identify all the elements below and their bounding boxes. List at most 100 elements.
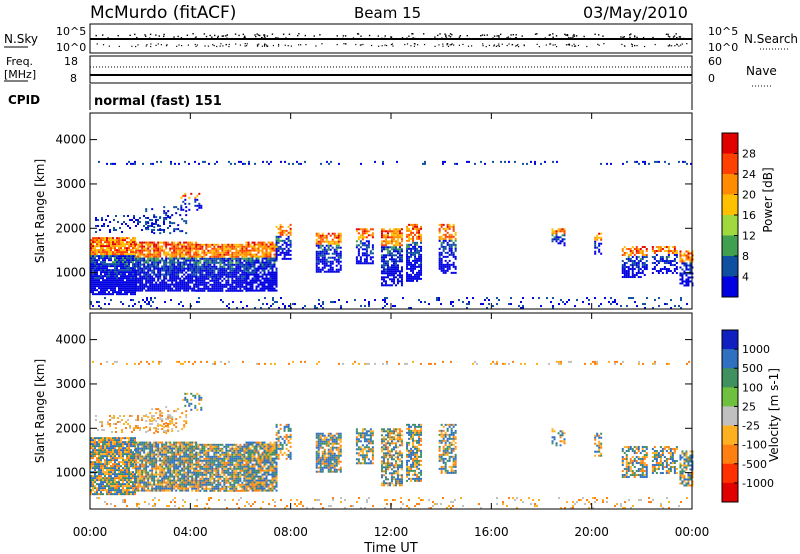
nsky-point xyxy=(445,37,448,39)
echo-cell xyxy=(685,250,688,253)
echo-cell xyxy=(118,247,120,250)
echo-cell xyxy=(195,247,198,250)
echo-cell xyxy=(132,481,134,484)
echo-cell xyxy=(251,269,254,272)
echo-cell xyxy=(388,258,391,261)
echo-cell xyxy=(215,275,218,278)
echo-cell xyxy=(139,249,142,252)
echo-cell xyxy=(440,267,443,270)
echo-cell xyxy=(128,489,130,492)
echo-cell xyxy=(130,441,132,444)
echo-cell xyxy=(165,273,168,276)
echo-cell xyxy=(667,252,670,255)
echo-cell xyxy=(132,443,134,446)
nsky-point xyxy=(422,33,425,35)
echo-cell xyxy=(229,255,232,258)
nsky-point xyxy=(667,33,669,36)
nsky-point xyxy=(180,37,183,39)
echo-cell xyxy=(116,285,118,288)
echo-cell xyxy=(598,242,601,245)
echo-cell xyxy=(251,249,254,252)
echo-cell xyxy=(245,259,248,262)
nsky-point xyxy=(298,33,300,35)
echo-cell xyxy=(155,281,158,284)
echo-cell xyxy=(275,253,278,256)
echo-cell xyxy=(135,279,138,282)
echo-cell xyxy=(641,250,644,253)
echo-cell xyxy=(130,443,132,446)
echo-cell xyxy=(143,449,146,452)
echo-cell xyxy=(134,479,136,482)
echo-cell xyxy=(181,267,184,270)
echo-cell xyxy=(450,263,453,266)
echo-cell xyxy=(610,297,612,300)
echo-cell xyxy=(185,251,188,254)
echo-cell xyxy=(132,287,134,290)
echo-cell xyxy=(100,287,102,290)
echo-cell xyxy=(657,272,660,275)
echo-cell xyxy=(388,246,391,249)
echo-cell xyxy=(139,259,142,262)
echo-cell xyxy=(440,225,443,228)
echo-cell xyxy=(135,453,138,456)
echo-cell xyxy=(128,289,130,292)
echo-cell xyxy=(675,262,678,265)
echo-cell xyxy=(563,234,566,237)
echo-cell xyxy=(319,244,322,247)
echo-cell xyxy=(661,256,664,259)
echo-cell xyxy=(132,285,134,288)
echo-cell xyxy=(632,297,634,300)
echo-cell xyxy=(179,263,182,266)
echo-cell xyxy=(641,258,644,261)
echo-cell xyxy=(90,467,92,470)
echo-cell xyxy=(392,305,394,308)
echo-cell xyxy=(106,449,108,452)
echo-cell xyxy=(241,273,244,276)
echo-cell xyxy=(400,248,403,251)
echo-cell xyxy=(183,289,186,292)
echo-cell xyxy=(102,463,104,466)
echo-cell xyxy=(388,236,391,239)
echo-cell xyxy=(392,260,395,263)
echo-cell xyxy=(112,473,114,476)
echo-cell xyxy=(671,272,674,275)
y-tick-label: 4000 xyxy=(55,133,86,147)
echo-cell xyxy=(215,255,218,258)
echo-cell xyxy=(157,228,160,231)
echo-cell xyxy=(183,257,186,260)
echo-cell xyxy=(627,260,630,263)
echo-cell xyxy=(141,247,144,250)
echo-cell xyxy=(171,277,174,280)
echo-cell xyxy=(480,160,482,163)
echo-cell xyxy=(112,457,114,460)
echo-cell xyxy=(233,245,236,248)
echo-cell xyxy=(185,253,188,256)
echo-cell xyxy=(690,162,692,165)
echo-cell xyxy=(258,299,260,302)
echo-cell xyxy=(102,487,104,490)
echo-cell xyxy=(396,236,399,239)
echo-cell xyxy=(321,250,324,253)
echo-cell xyxy=(145,210,148,213)
echo-cell xyxy=(357,250,360,253)
echo-cell xyxy=(152,162,154,165)
echo-cell xyxy=(318,303,320,306)
echo-cell xyxy=(151,241,154,244)
echo-cell xyxy=(331,232,334,235)
echo-cell xyxy=(143,255,146,258)
echo-cell xyxy=(283,231,286,234)
echo-cell xyxy=(269,287,272,290)
echo-cell xyxy=(183,265,186,268)
echo-cell xyxy=(271,263,274,266)
echo-cell xyxy=(106,243,108,246)
echo-cell xyxy=(156,307,158,310)
echo-cell xyxy=(251,245,254,248)
echo-cell xyxy=(263,287,266,290)
nsky-point xyxy=(549,34,551,36)
echo-cell xyxy=(118,475,120,478)
echo-cell xyxy=(687,256,690,259)
echo-cell xyxy=(241,289,244,292)
echo-cell xyxy=(122,469,124,472)
nsky-point xyxy=(177,35,179,38)
echo-cell xyxy=(104,297,106,300)
